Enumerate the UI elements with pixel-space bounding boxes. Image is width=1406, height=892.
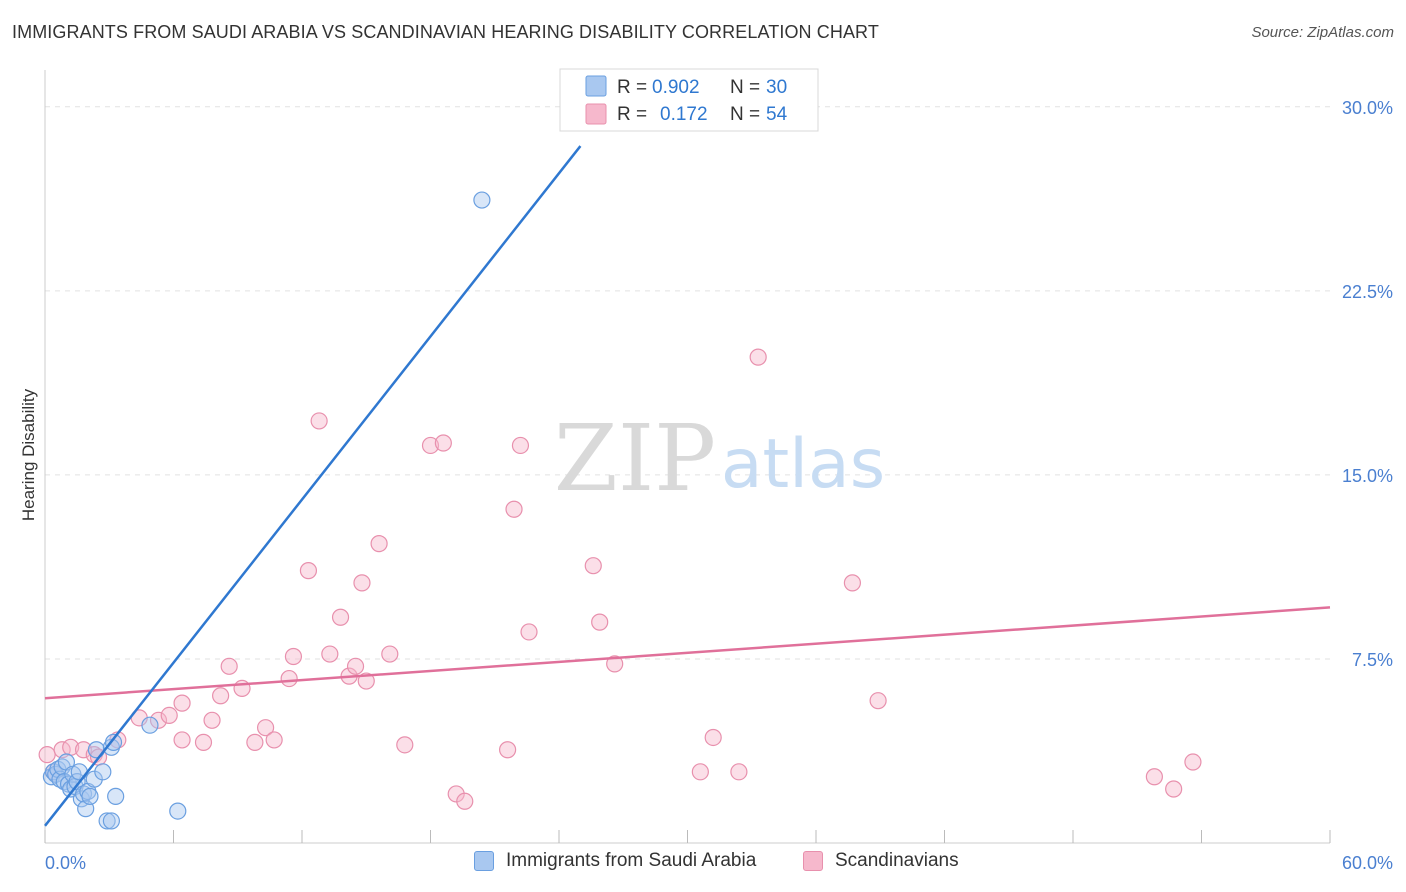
scandinavians-point — [38, 746, 56, 764]
source-label: Source: ZipAtlas.com — [1251, 24, 1394, 41]
scandinavians-trend-line — [44, 606, 1331, 700]
scandinavians-point — [520, 623, 538, 641]
stats-legend-n-label-pink: N = — [730, 104, 760, 125]
stats-legend-swatch-blue — [585, 75, 607, 97]
scandinavians-point — [173, 731, 191, 749]
scandinavians-point — [256, 719, 275, 737]
saudi-arabia-point — [141, 716, 159, 734]
gridlines — [45, 106, 1330, 660]
saudi-arabia-point — [102, 812, 120, 830]
scandinavians-point — [160, 706, 178, 724]
stats-legend: R = 0.902 N = 30 R = 0.172 N = 54 — [559, 68, 819, 132]
legend-label-saudi-arabia: Immigrants from Saudi Arabia — [506, 850, 757, 871]
scandinavians-point — [584, 557, 602, 575]
scandinavians-point — [591, 613, 609, 631]
x-tick-label: 60.0% — [1342, 853, 1393, 873]
scandinavians-point — [606, 655, 624, 673]
watermark-zip: ZIP — [554, 405, 716, 512]
scandinavians-point — [246, 733, 264, 751]
scandinavians-point — [843, 574, 862, 592]
scandinavians-point — [421, 436, 440, 455]
legend-swatch-scandinavians — [803, 851, 823, 871]
tick-labels: 7.5% 15.0% 22.5% 30.0% 0.0% 60.0% — [45, 98, 1393, 873]
scandinavians-point — [434, 434, 452, 452]
y-tick-label: 30.0% — [1342, 98, 1393, 118]
saudi-arabia-point — [473, 191, 491, 209]
scandinavians-point — [321, 645, 339, 663]
stats-legend-r-value-pink: 0.172 — [660, 104, 708, 125]
legend-swatch-saudi-arabia — [474, 851, 494, 871]
stats-legend-r-label-pink: R = — [617, 104, 647, 125]
scandinavians-point — [346, 657, 365, 675]
scandinavians-point — [511, 436, 530, 455]
stats-legend-n-value-blue: 30 — [766, 77, 787, 98]
scandinavians-point — [265, 731, 283, 749]
scandinavians-point — [299, 562, 318, 580]
scandinavians-point — [869, 692, 887, 710]
scandinavians-point — [284, 647, 303, 666]
saudi-arabia-point — [98, 812, 116, 830]
scandinavians-point — [173, 694, 191, 712]
y-axis-label: Hearing Disability — [19, 388, 38, 521]
scandinavians-point — [280, 669, 298, 688]
scandinavians-point — [691, 763, 709, 781]
saudi-arabia-points — [42, 191, 491, 830]
stats-legend-r-label-blue: R = — [617, 77, 647, 98]
watermark: ZIP atlas — [554, 405, 885, 512]
scandinavians-point — [220, 657, 238, 675]
scandinavians-point — [499, 741, 517, 759]
scandinavians-point — [1165, 780, 1183, 798]
scandinavians-point — [310, 412, 328, 430]
scandinavians-point — [212, 687, 230, 705]
scandinavians-point — [749, 348, 767, 366]
scandinavians-point — [730, 763, 748, 781]
legend-label-scandinavians: Scandinavians — [835, 850, 959, 871]
y-tick-label: 22.5% — [1342, 282, 1393, 302]
scandinavians-point — [149, 711, 168, 729]
scandinavians-point — [396, 736, 414, 754]
scandinavians-point — [203, 711, 221, 729]
scandinavians-point — [370, 535, 388, 553]
scandinavians-point — [456, 792, 474, 810]
scandinavians-point — [74, 741, 93, 759]
scandinavians-point — [331, 608, 350, 626]
watermark-atlas: atlas — [721, 425, 885, 504]
x-tick-label: 0.0% — [45, 853, 86, 873]
saudi-arabia-point — [81, 787, 99, 805]
axes — [44, 70, 1331, 844]
legend-item-scandinavians[interactable]: Scandinavians — [803, 850, 959, 872]
chart-title: IMMIGRANTS FROM SAUDI ARABIA VS SCANDINA… — [12, 22, 879, 42]
stats-legend-n-value-pink: 54 — [766, 104, 788, 125]
scandinavians-point — [353, 574, 371, 592]
scandinavians-point — [1184, 753, 1202, 771]
scandinavians-point — [505, 500, 523, 518]
scandinavians-points — [38, 348, 1202, 810]
stats-legend-swatch-pink — [585, 103, 607, 125]
bottom-legend: Immigrants from Saudi Arabia Scandinavia… — [0, 850, 1406, 878]
stats-legend-n-label-blue: N = — [730, 77, 760, 98]
stats-legend-r-value-blue: 0.902 — [652, 77, 700, 98]
legend-item-saudi-arabia[interactable]: Immigrants from Saudi Arabia — [474, 850, 756, 872]
y-tick-label: 7.5% — [1352, 650, 1393, 670]
y-tick-label: 15.0% — [1342, 466, 1393, 486]
saudi-arabia-point — [169, 802, 187, 820]
saudi-arabia-point — [107, 787, 125, 805]
scandinavians-point — [381, 645, 399, 663]
saudi-arabia-point — [70, 763, 88, 781]
saudi-arabia-point — [104, 733, 123, 751]
saudi-arabia-trend-line — [44, 145, 582, 827]
scandinavians-point — [194, 733, 213, 751]
scandinavians-point — [1145, 768, 1163, 786]
scandinavians-point — [704, 728, 722, 747]
saudi-arabia-point — [94, 763, 112, 781]
trend-lines — [44, 145, 1331, 827]
